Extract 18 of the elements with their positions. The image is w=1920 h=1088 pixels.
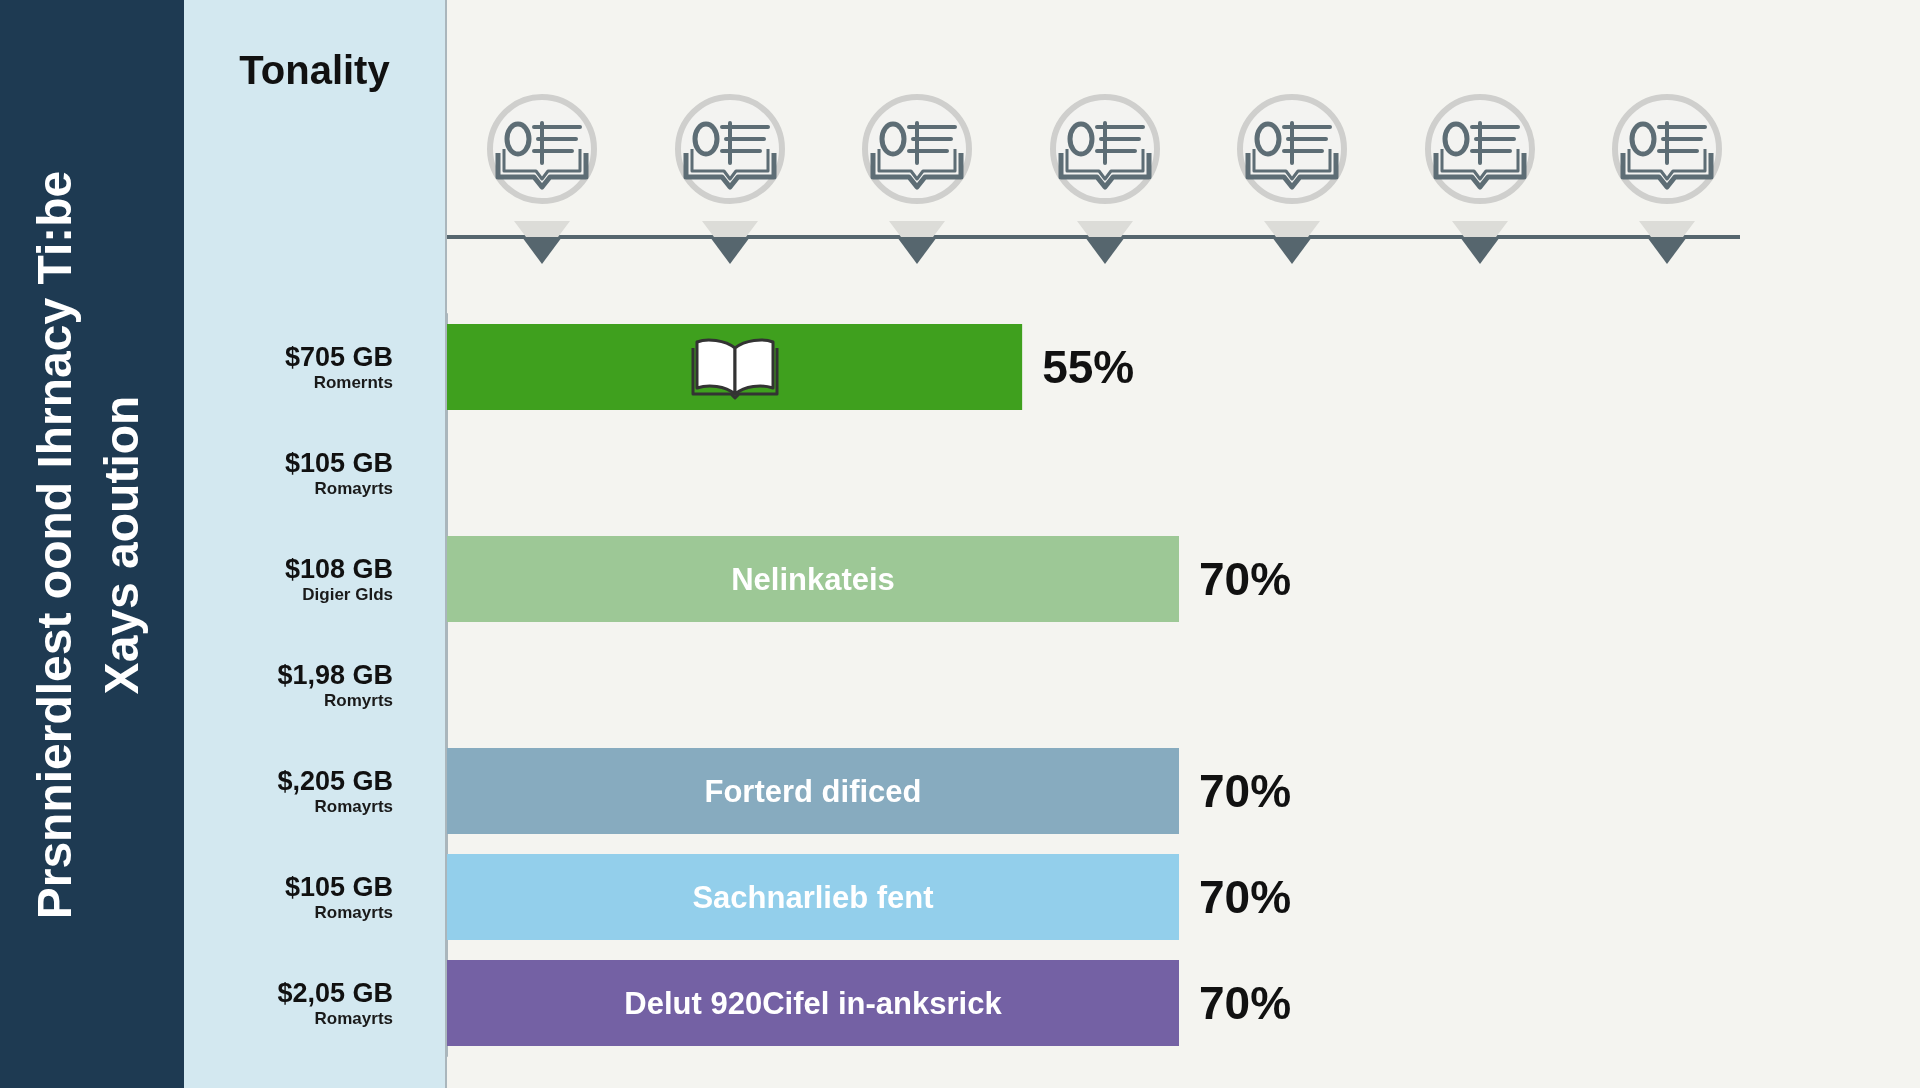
data-label: 70%: [1199, 871, 1292, 923]
data-label: 70%: [1199, 553, 1292, 605]
annotation: Sachnarlieb fent: [692, 879, 934, 915]
y-tick-label: $1,98 GB Romyrts: [277, 660, 393, 710]
y-tick-label: $,205 GB Romayrts: [277, 766, 393, 816]
annotation: Nelinkateis: [731, 561, 895, 597]
y-tick-label: $705 GB Romernts: [284, 342, 393, 392]
annotation: Forterd dificed: [704, 773, 922, 809]
y-tick-label: $105 GB Romayrts: [284, 872, 393, 922]
data-label: 55%: [1042, 341, 1135, 393]
annotation: Delut 920Cifel in-anksrick: [624, 985, 1003, 1021]
chart-subtitle: Tonality: [238, 47, 391, 94]
data-label: 70%: [1199, 977, 1292, 1029]
y-tick-label: $2,05 GB Romayrts: [277, 978, 393, 1028]
data-label: 70%: [1199, 765, 1292, 817]
y-tick-label: $105 GB Romayrts: [284, 448, 393, 498]
y-tick-label: $108 GB Digier Glds: [284, 554, 393, 604]
text: Prsnnierdlest oond Ihrnacy Ti:be Xays aoution: [27, 169, 149, 922]
